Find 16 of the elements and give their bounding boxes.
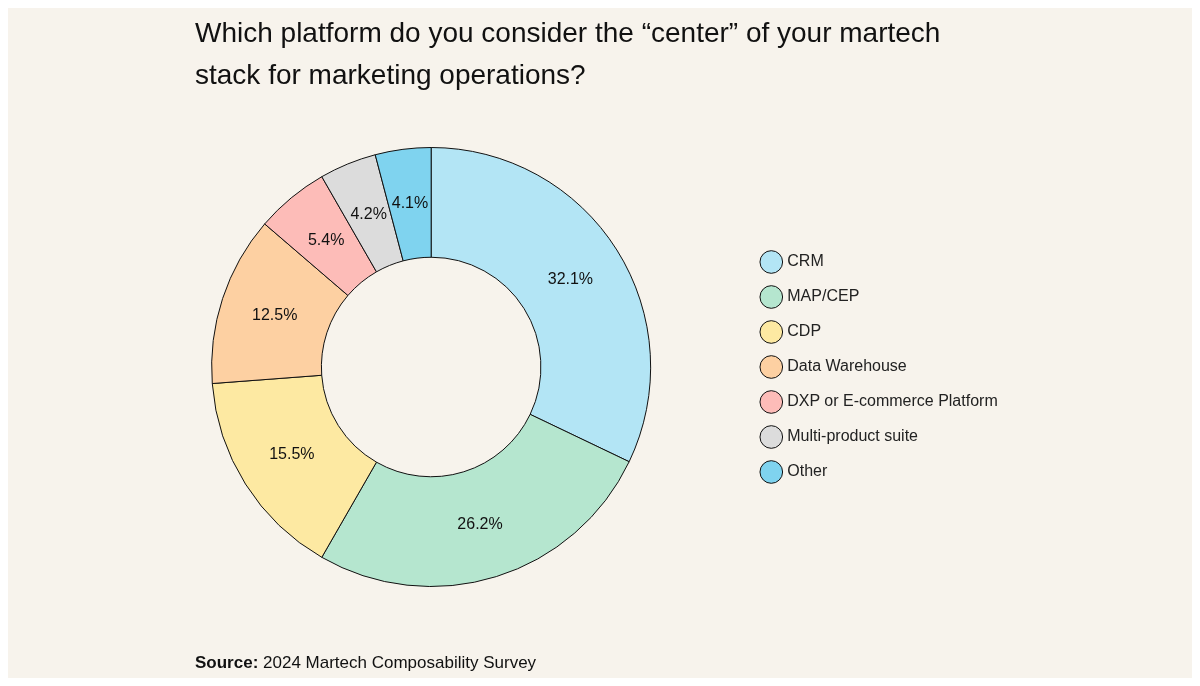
data-label: 15.5% [269,445,315,463]
data-label: 32.1% [547,269,594,287]
legend-label: Multi-product suite [787,427,919,445]
legend-label: Data Warehouse [787,357,907,375]
data-label: 26.2% [457,514,503,532]
legend-label: Other [787,462,828,480]
data-label: 5.4% [307,230,345,248]
legend-label: CDP [787,322,822,340]
data-label: 12.5% [252,306,298,324]
source-note: Source: 2024 Martech Composability Survey [195,653,537,673]
legend-label: MAP/CEP [787,287,860,305]
data-label: 4.1% [391,194,429,212]
chart-title: Which platform do you consider the “center” of your martech stack for marketing operations? [195,16,942,92]
data-label: 4.2% [350,205,387,223]
legend-label: DXP or E-commerce Platform [787,392,998,410]
legend-label: CRM [787,252,824,270]
